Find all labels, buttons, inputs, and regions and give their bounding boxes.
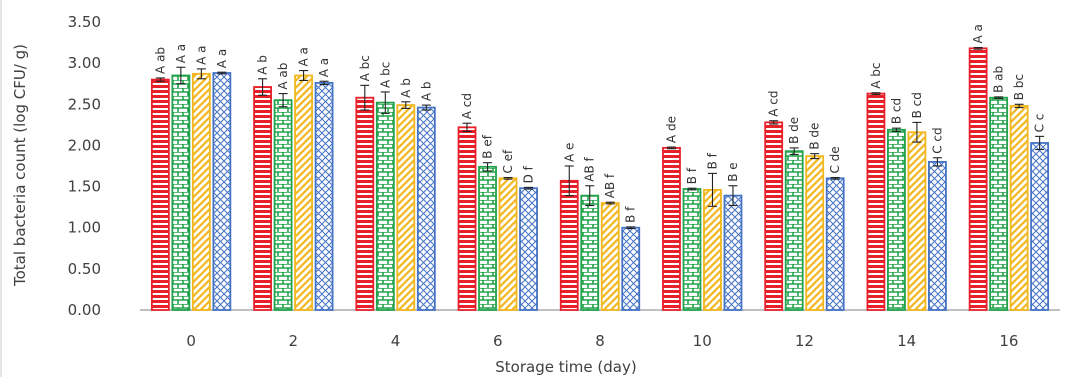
bar xyxy=(887,128,906,311)
significance-label: A bc xyxy=(378,62,392,88)
bar xyxy=(294,74,313,311)
significance-label: A a xyxy=(971,24,985,43)
bar xyxy=(764,121,784,311)
y-tick-label: 3.00 xyxy=(68,54,101,72)
significance-label: C cd xyxy=(930,127,944,153)
x-tick-label: 10 xyxy=(693,332,712,350)
significance-label: A cd xyxy=(767,90,781,116)
bar xyxy=(253,86,272,311)
significance-label: A b xyxy=(399,78,413,98)
significance-label: A de xyxy=(664,116,678,143)
x-axis-title: Storage time (day) xyxy=(495,358,636,376)
significance-label: B de xyxy=(808,123,822,150)
bar xyxy=(150,78,170,311)
significance-label: B f xyxy=(685,167,699,184)
bar xyxy=(805,155,825,311)
significance-label: D f xyxy=(522,165,536,183)
bar xyxy=(682,188,702,311)
y-tick-label: 2.00 xyxy=(68,136,101,154)
bar xyxy=(989,96,1009,311)
significance-label: A a xyxy=(174,44,188,63)
significance-label: B f xyxy=(705,152,719,169)
x-tick-label: 6 xyxy=(493,332,503,350)
y-axis-ticks: 0.00 0.50 1.00 1.50 2.00 2.50 3.00 3.50 xyxy=(68,13,101,319)
significance-label: AB f xyxy=(603,173,617,198)
bar xyxy=(621,226,641,311)
significance-label: B f xyxy=(624,206,638,223)
significance-label: A a xyxy=(194,46,208,65)
bar xyxy=(171,74,191,311)
bar xyxy=(600,202,620,311)
y-tick-label: 0.00 xyxy=(68,301,101,319)
bar xyxy=(416,106,436,311)
y-tick-label: 3.50 xyxy=(68,13,101,31)
bar xyxy=(928,160,947,311)
x-tick-label: 12 xyxy=(795,332,814,350)
x-axis-ticks: 0 2 4 6 8 10 12 14 16 xyxy=(186,332,1018,350)
x-tick-label: 4 xyxy=(391,332,401,350)
bar xyxy=(355,96,375,311)
significance-label: A bc xyxy=(869,63,883,89)
bar xyxy=(191,72,211,311)
y-axis-title: Total bacteria count (log CFU/ g) xyxy=(11,44,29,287)
x-tick-label: 2 xyxy=(289,332,299,350)
significance-label: C c xyxy=(1033,114,1047,133)
bar xyxy=(478,165,497,311)
significance-label: AB f xyxy=(583,156,597,181)
significance-label: A b xyxy=(419,81,433,101)
significance-label: A e xyxy=(562,143,576,162)
significance-label: B e xyxy=(726,162,740,181)
y-tick-label: 2.50 xyxy=(68,95,101,113)
x-tick-label: 14 xyxy=(897,332,916,350)
bar xyxy=(498,177,518,311)
x-tick-label: 16 xyxy=(999,332,1018,350)
significance-label: A cd xyxy=(460,93,474,119)
x-tick-label: 0 xyxy=(186,332,196,350)
significance-label: A b xyxy=(256,55,270,75)
significance-label: B bc xyxy=(1012,74,1026,100)
significance-label: A a xyxy=(297,47,311,66)
x-tick-label: 8 xyxy=(595,332,605,350)
y-tick-label: 1.00 xyxy=(68,219,101,237)
bar xyxy=(703,188,722,311)
bar xyxy=(662,146,681,311)
bar xyxy=(825,177,845,311)
bar xyxy=(457,126,477,311)
significance-label: A ab xyxy=(153,47,167,74)
bar xyxy=(314,81,334,311)
bar xyxy=(723,194,743,311)
significance-label: C de xyxy=(828,146,842,173)
bar xyxy=(866,92,886,311)
significance-label: A bc xyxy=(358,55,372,81)
significance-label: B cd xyxy=(910,92,924,118)
bar xyxy=(1030,142,1050,311)
bar xyxy=(212,72,232,311)
significance-label: B cd xyxy=(889,98,903,124)
bar xyxy=(519,187,538,311)
significance-label: B ef xyxy=(481,134,495,158)
y-tick-label: 1.50 xyxy=(68,178,101,196)
bar xyxy=(375,101,395,311)
bar xyxy=(907,131,927,311)
bar xyxy=(273,99,293,311)
significance-label: A a xyxy=(215,49,229,68)
significance-label: A ab xyxy=(276,63,290,90)
significance-label: C ef xyxy=(501,149,515,174)
bar xyxy=(968,47,988,311)
significance-label: A a xyxy=(317,58,331,77)
y-tick-label: 0.50 xyxy=(68,260,101,278)
significance-label: B ab xyxy=(992,66,1006,93)
bar xyxy=(580,194,600,311)
bar xyxy=(784,150,804,311)
bars-group: A ab A a A a A a A b A ab A a A a A bc A bc A b A b… xyxy=(150,24,1050,311)
bar xyxy=(1009,105,1029,311)
bar xyxy=(559,179,579,311)
significance-label: B de xyxy=(787,117,801,144)
bar xyxy=(396,104,416,311)
